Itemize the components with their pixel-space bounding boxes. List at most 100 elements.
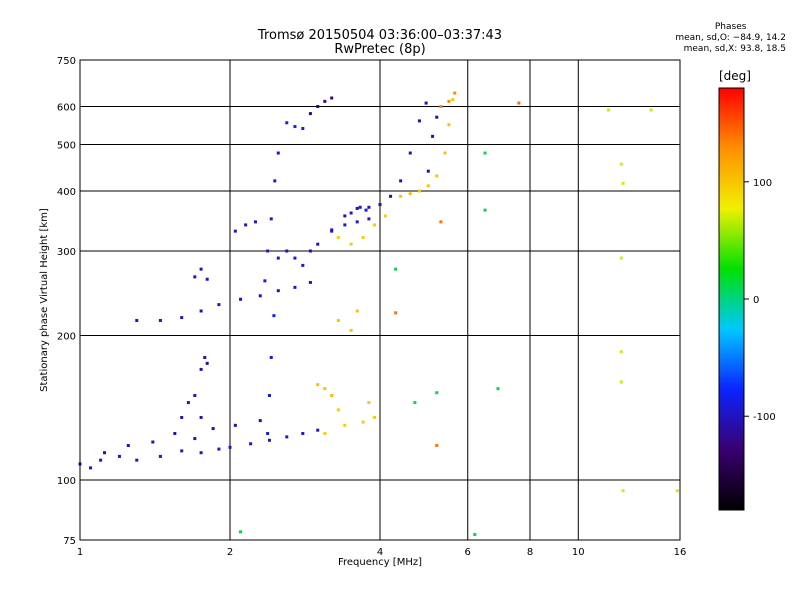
data-point	[426, 184, 430, 188]
data-point	[316, 383, 320, 387]
data-point	[99, 458, 103, 462]
data-point	[135, 458, 139, 462]
y-tick-label: 200	[57, 332, 76, 343]
data-point	[439, 220, 443, 224]
data-point	[483, 208, 487, 212]
data-point	[263, 279, 267, 283]
data-point	[364, 208, 368, 212]
data-point	[649, 108, 653, 112]
data-point	[323, 99, 327, 103]
data-point	[217, 447, 221, 451]
data-point	[266, 432, 270, 436]
colorbar-tick-label: 0	[753, 295, 759, 306]
data-point	[89, 466, 93, 470]
data-point	[285, 249, 289, 253]
data-point	[272, 314, 276, 318]
data-point	[378, 202, 382, 206]
data-point	[199, 415, 203, 419]
data-point	[358, 205, 362, 209]
data-point	[180, 449, 184, 453]
data-point	[394, 311, 398, 315]
data-point	[413, 401, 417, 405]
x-tick-label: 6	[465, 547, 471, 558]
data-point	[180, 316, 184, 320]
data-point	[443, 151, 447, 155]
data-point	[211, 427, 215, 431]
data-point	[205, 361, 209, 365]
phase-stats-header: Phases	[714, 22, 747, 32]
y-tick-label: 100	[57, 476, 76, 487]
data-point	[399, 179, 403, 183]
data-point	[367, 401, 371, 405]
x-tick-label: 8	[527, 547, 533, 558]
data-point	[607, 108, 611, 112]
data-point	[435, 115, 439, 119]
data-point	[426, 169, 430, 173]
data-point	[621, 181, 625, 185]
data-point	[517, 101, 521, 105]
data-point	[258, 419, 262, 423]
data-point	[496, 387, 500, 391]
chart-subtitle: RwPretec (8p)	[334, 42, 426, 57]
data-point	[193, 275, 197, 279]
data-point	[343, 423, 347, 427]
data-point	[447, 99, 451, 103]
data-point	[373, 415, 377, 419]
plot-frame	[79, 59, 681, 541]
y-tick-label: 750	[57, 56, 76, 67]
colorbar-ticks: 100 0 -100	[744, 178, 776, 423]
data-point	[330, 228, 334, 232]
data-point	[301, 126, 305, 130]
data-point	[151, 440, 155, 444]
data-point	[269, 355, 273, 359]
data-point	[186, 401, 190, 405]
y-tick-label: 400	[57, 187, 76, 198]
data-point	[408, 151, 412, 155]
data-point	[199, 367, 203, 371]
data-point	[349, 211, 353, 215]
data-point	[199, 451, 203, 455]
y-tick-label: 500	[57, 141, 76, 152]
data-point	[361, 420, 365, 424]
data-point	[126, 444, 130, 448]
y-axis-label: Stationary phase Virtual Height [km]	[39, 208, 50, 392]
data-point	[217, 303, 221, 307]
data-point	[193, 437, 197, 441]
data-point	[621, 489, 625, 493]
data-point	[173, 432, 177, 436]
data-point	[435, 174, 439, 178]
data-point	[273, 179, 277, 183]
data-point	[323, 432, 327, 436]
data-point	[180, 415, 184, 419]
y-tick-labels: 75 100 200 300 400 500 600 750	[57, 56, 76, 547]
y-tick-label: 600	[57, 103, 76, 114]
data-point	[293, 285, 297, 289]
data-point	[447, 123, 451, 127]
data-point	[336, 236, 340, 240]
data-point	[619, 380, 623, 384]
data-point	[439, 105, 443, 109]
y-tick-label: 300	[57, 247, 76, 258]
data-point	[408, 192, 412, 196]
data-point	[316, 428, 320, 432]
data-point	[619, 256, 623, 260]
data-point	[330, 394, 334, 398]
data-point	[367, 217, 371, 221]
data-point	[239, 530, 243, 534]
data-point	[451, 98, 455, 102]
data-point	[619, 162, 623, 166]
data-point	[158, 318, 162, 322]
phase-stats-x: mean, sd,X: 93.8, 18.5	[683, 44, 786, 54]
data-point	[361, 236, 365, 240]
chart-title: Tromsø 20150504 03:36:00–03:37:43	[257, 28, 503, 43]
data-point	[293, 125, 297, 129]
data-point	[389, 194, 393, 198]
data-point	[308, 280, 312, 284]
data-point	[394, 267, 398, 271]
x-tick-label: 10	[572, 547, 585, 558]
x-tick-label: 1	[77, 547, 83, 558]
data-points	[78, 91, 679, 537]
data-point	[205, 277, 209, 281]
data-point	[266, 249, 270, 253]
data-point	[417, 119, 421, 123]
